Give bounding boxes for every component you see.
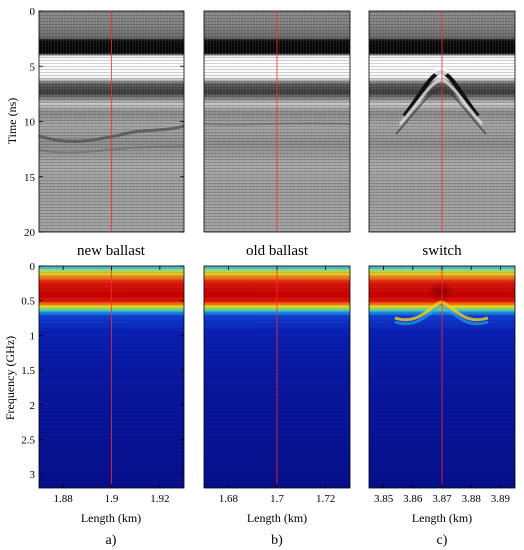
x-tick-label: 3.86 [403,493,423,505]
y-tick-label: 5 [30,61,36,73]
panel-letter-b: b) [271,533,283,548]
y-tick-label: 0.5 [21,296,35,308]
y-tick-label: 1 [30,330,36,342]
x-axis-label-b: Length (km) [247,511,307,525]
subplot-title-new-ballast: new ballast [77,243,146,259]
x-tick-label: 3.87 [432,493,452,505]
y-tick-label: 3 [30,469,36,481]
x-tick-label: 1.92 [150,493,169,505]
panel-letter-c: c) [437,533,448,548]
x-tick-label: 1.88 [54,493,74,505]
y-tick-label: 20 [24,227,36,239]
reflection-layer [38,124,185,143]
x-tick-label: 1.7 [270,493,284,505]
y-axis-label-frequency: Frequency (GHz) [3,336,17,420]
x-tick-label: 3.85 [374,493,394,505]
switch-dip [427,282,455,302]
y-tick-label: 10 [24,117,36,129]
x-tick-label: 3.88 [462,493,482,505]
y-tick-label: 2.5 [21,434,35,446]
x-tick-label: 1.72 [316,493,335,505]
subplot-title-switch: switch [422,243,462,259]
y-tick-label: 1.5 [21,365,35,377]
y-tick-label: 0 [30,261,36,273]
y-tick-label: 15 [24,172,36,184]
x-tick-label: 1.9 [105,493,119,505]
x-tick-label: 1.68 [219,493,239,505]
panel-letter-a: a) [106,533,117,548]
y-tick-label: 2 [30,400,36,412]
x-axis-label-c: Length (km) [412,511,472,525]
x-tick-label: 3.89 [491,493,511,505]
x-axis-label-a: Length (km) [81,511,141,525]
y-axis-label-time: Time (ns) [5,98,19,145]
y-tick-label: 0 [30,6,36,18]
subplot-title-old-ballast: old ballast [246,243,309,259]
